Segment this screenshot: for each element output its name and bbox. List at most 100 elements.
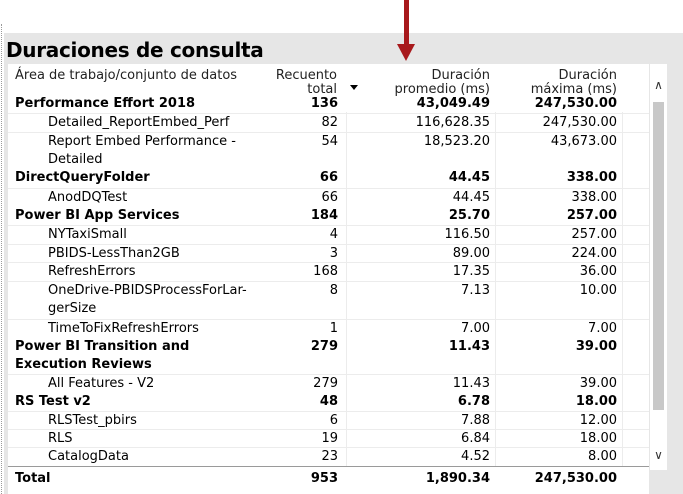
table-row-group[interactable]: Power BI App Services 184 25.70 257.00 xyxy=(8,207,649,225)
cell-count: 4 xyxy=(329,227,338,242)
column-header-max[interactable]: Duración máxima (ms) xyxy=(489,69,617,97)
cell-count: 54 xyxy=(321,134,338,149)
cell-name: Power BI Transition and Execution Review… xyxy=(15,339,190,372)
table-row[interactable]: NYTaxiSmall 4 116.50 257.00 xyxy=(8,225,649,244)
cell-name: Total xyxy=(15,471,51,486)
cell-avg: 7.88 xyxy=(461,413,490,428)
table-row[interactable]: Detailed_ReportEmbed_Perf 82 116,628.35 … xyxy=(8,113,649,132)
annotation-arrow-head-icon xyxy=(397,44,415,61)
chevron-up-icon[interactable]: ∧ xyxy=(654,78,663,92)
column-header-avg-line2: promedio (ms) xyxy=(394,82,490,97)
cell-count: 8 xyxy=(329,283,338,298)
chevron-down-icon[interactable]: ∨ xyxy=(654,448,663,462)
cell-name: RS Test v2 xyxy=(15,394,91,409)
page-edge-dotted-line xyxy=(1,24,2,494)
table-row[interactable]: RLS 19 6.84 18.00 xyxy=(8,429,649,448)
total-divider xyxy=(8,466,649,467)
cell-name: TimeToFixRefreshErrors xyxy=(48,321,199,336)
table-row[interactable]: TimeToFixRefreshErrors 1 7.00 7.00 xyxy=(8,319,649,338)
cell-max: 39.00 xyxy=(575,339,617,354)
visual-title: Duraciones de consulta xyxy=(6,38,264,62)
table-row[interactable]: Report Embed Performance - Detailed 54 1… xyxy=(8,132,649,169)
cell-name: OneDrive-PBIDSProcessForLar-gerSize xyxy=(48,283,247,316)
cell-avg: 44.45 xyxy=(452,190,490,205)
cell-count: 66 xyxy=(319,170,338,185)
table-row[interactable]: OneDrive-PBIDSProcessForLar-gerSize 8 7.… xyxy=(8,281,649,318)
cell-max: 257.00 xyxy=(571,227,618,242)
cell-avg: 18,523.20 xyxy=(423,134,490,149)
column-header-name-label: Área de trabajo/conjunto de datos xyxy=(15,68,238,83)
cell-count: 279 xyxy=(310,339,338,354)
cell-avg: 4.52 xyxy=(461,449,490,464)
cell-name: RLSTest_pbirs xyxy=(48,413,137,428)
sort-descending-icon[interactable] xyxy=(350,85,358,90)
cell-name: RefreshErrors xyxy=(48,264,136,279)
cell-max: 247,530.00 xyxy=(542,115,617,130)
table-row[interactable]: CatalogData 23 4.52 8.00 xyxy=(8,447,649,466)
cell-name: All Features - V2 xyxy=(48,376,155,391)
cell-avg: 1,890.34 xyxy=(425,471,490,486)
cell-max: 36.00 xyxy=(579,264,617,279)
column-header-name[interactable]: Área de trabajo/conjunto de datos xyxy=(15,69,255,83)
column-header-avg-line1: Duración xyxy=(431,68,490,83)
annotation-arrow-icon xyxy=(404,0,409,46)
table-row-group[interactable]: RS Test v2 48 6.78 18.00 xyxy=(8,393,649,411)
cell-max: 338.00 xyxy=(571,190,618,205)
cell-name: Performance Effort 2018 xyxy=(15,96,196,111)
cell-count: 279 xyxy=(313,376,338,391)
table-row[interactable]: AnodDQTest 66 44.45 338.00 xyxy=(8,188,649,207)
table-row[interactable]: RefreshErrors 168 17.35 36.00 xyxy=(8,262,649,281)
table-row[interactable]: RLSTest_pbirs 6 7.88 12.00 xyxy=(8,411,649,430)
table-row-group[interactable]: Power BI Transition and Execution Review… xyxy=(8,338,649,374)
cell-max: 43,673.00 xyxy=(550,134,617,149)
cell-max: 12.00 xyxy=(579,413,617,428)
cell-avg: 44.45 xyxy=(448,170,490,185)
cell-avg: 7.13 xyxy=(461,283,490,298)
column-divider xyxy=(346,112,347,467)
cell-name: Detailed_ReportEmbed_Perf xyxy=(48,115,230,130)
column-header-max-line2: máxima (ms) xyxy=(530,82,617,97)
cell-avg: 89.00 xyxy=(452,246,490,261)
cell-count: 19 xyxy=(321,431,338,446)
cell-max: 224.00 xyxy=(571,246,618,261)
cell-count: 953 xyxy=(310,471,338,486)
cell-name: RLS xyxy=(48,431,73,446)
cell-max: 338.00 xyxy=(566,170,617,185)
cell-name: NYTaxiSmall xyxy=(48,227,127,242)
cell-name: Power BI App Services xyxy=(15,208,180,223)
cell-max: 18.00 xyxy=(579,431,617,446)
table-row[interactable]: PBIDS-LessThan2GB 3 89.00 224.00 xyxy=(8,244,649,263)
cell-count: 136 xyxy=(310,96,338,111)
cell-avg: 6.84 xyxy=(461,431,490,446)
column-header-avg[interactable]: Duración promedio (ms) xyxy=(362,69,490,97)
cell-max: 257.00 xyxy=(566,208,617,223)
cell-max: 39.00 xyxy=(579,376,617,391)
cell-avg: 11.43 xyxy=(452,376,490,391)
table-row-group[interactable]: DirectQueryFolder 66 44.45 338.00 xyxy=(8,169,649,187)
cell-max: 247,530.00 xyxy=(534,96,617,111)
table-row-group[interactable]: Performance Effort 2018 136 43,049.49 24… xyxy=(8,95,649,113)
cell-avg: 7.00 xyxy=(461,321,490,336)
cell-max: 10.00 xyxy=(579,283,617,298)
cell-avg: 6.78 xyxy=(457,394,490,409)
cell-max: 18.00 xyxy=(575,394,617,409)
cell-max: 8.00 xyxy=(588,449,617,464)
cell-count: 6 xyxy=(329,413,338,428)
cell-count: 82 xyxy=(321,115,338,130)
column-header-count-line2: total xyxy=(307,82,337,97)
table-area xyxy=(8,64,649,494)
cell-avg: 25.70 xyxy=(448,208,490,223)
cell-count: 1 xyxy=(329,321,338,336)
cell-name: PBIDS-LessThan2GB xyxy=(48,246,180,261)
cell-count: 66 xyxy=(321,190,338,205)
table-total-row: Total 953 1,890.34 247,530.00 xyxy=(8,470,649,488)
table-row[interactable]: All Features - V2 279 11.43 39.00 xyxy=(8,374,649,393)
cell-count: 168 xyxy=(313,264,338,279)
scrollbar-thumb[interactable] xyxy=(653,102,664,410)
column-divider xyxy=(495,112,496,467)
cell-name: AnodDQTest xyxy=(48,190,128,205)
cell-avg: 17.35 xyxy=(452,264,490,279)
cell-name: DirectQueryFolder xyxy=(15,170,150,185)
column-header-count-line1: Recuento xyxy=(275,68,337,83)
column-header-count[interactable]: Recuento total xyxy=(262,69,337,97)
